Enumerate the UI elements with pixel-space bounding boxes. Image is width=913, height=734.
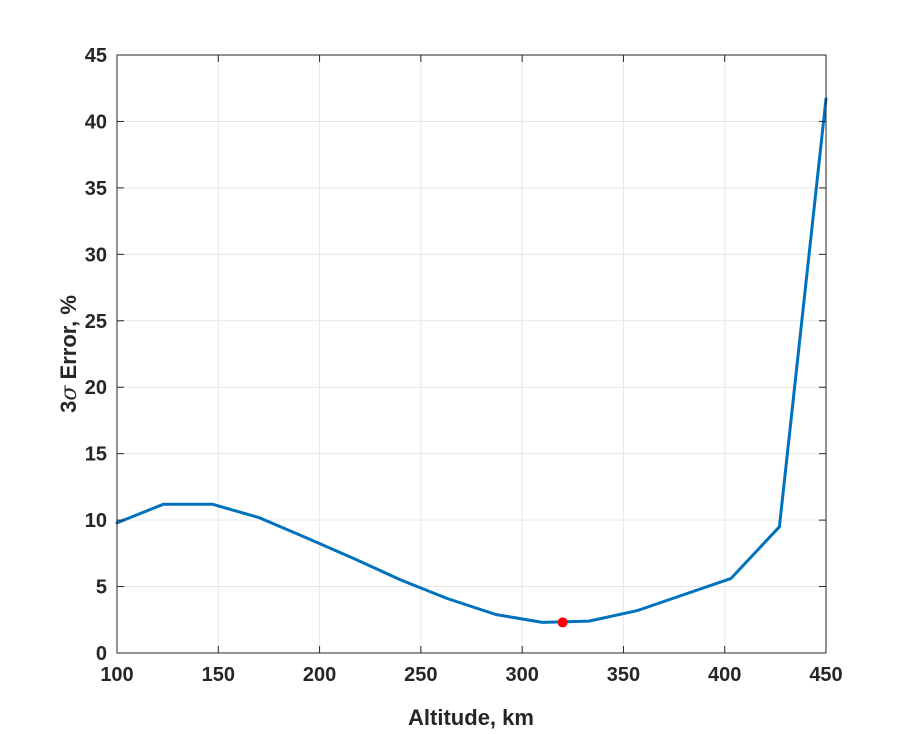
x-tick-label: 400: [708, 664, 741, 686]
x-tick-label: 150: [202, 664, 235, 686]
y-tick-label: 30: [85, 244, 107, 266]
y-tick-label: 25: [85, 311, 107, 333]
y-axis-label-suffix: Error, %: [56, 295, 81, 385]
x-tick-label: 300: [505, 664, 538, 686]
y-tick-label: 40: [85, 111, 107, 133]
x-tick-label: 250: [404, 664, 437, 686]
x-tick-label: 450: [809, 664, 842, 686]
x-tick-label: 350: [607, 664, 640, 686]
x-tick-label: 200: [303, 664, 336, 686]
x-tick-label: 100: [100, 664, 133, 686]
y-tick-label: 0: [96, 643, 107, 665]
plot-frame: [116, 54, 827, 654]
y-tick-label: 15: [85, 444, 107, 466]
plot-background: [117, 55, 826, 653]
tick-marks: [116, 54, 827, 654]
y-axis-label-prefix: 3: [56, 401, 81, 413]
x-tick-labels: 100 150 200 250 300 350 400 450: [100, 664, 842, 686]
y-tick-labels: 0 5 10 15 20 25 30 35 40 45: [85, 45, 107, 665]
y-tick-label: 10: [85, 510, 107, 532]
error-curve: [115, 97, 828, 624]
y-tick-label: 35: [85, 178, 107, 200]
series-layer: [115, 97, 828, 628]
y-axis-label: 3σ Error, %: [56, 295, 82, 413]
y-tick-label: 20: [85, 377, 107, 399]
y-tick-label: 45: [85, 45, 107, 67]
x-axis-label: Altitude, km: [408, 705, 534, 730]
y-tick-label: 5: [96, 577, 107, 599]
y-axis-label-sigma: σ: [57, 385, 82, 401]
minimum-marker: [557, 617, 568, 628]
